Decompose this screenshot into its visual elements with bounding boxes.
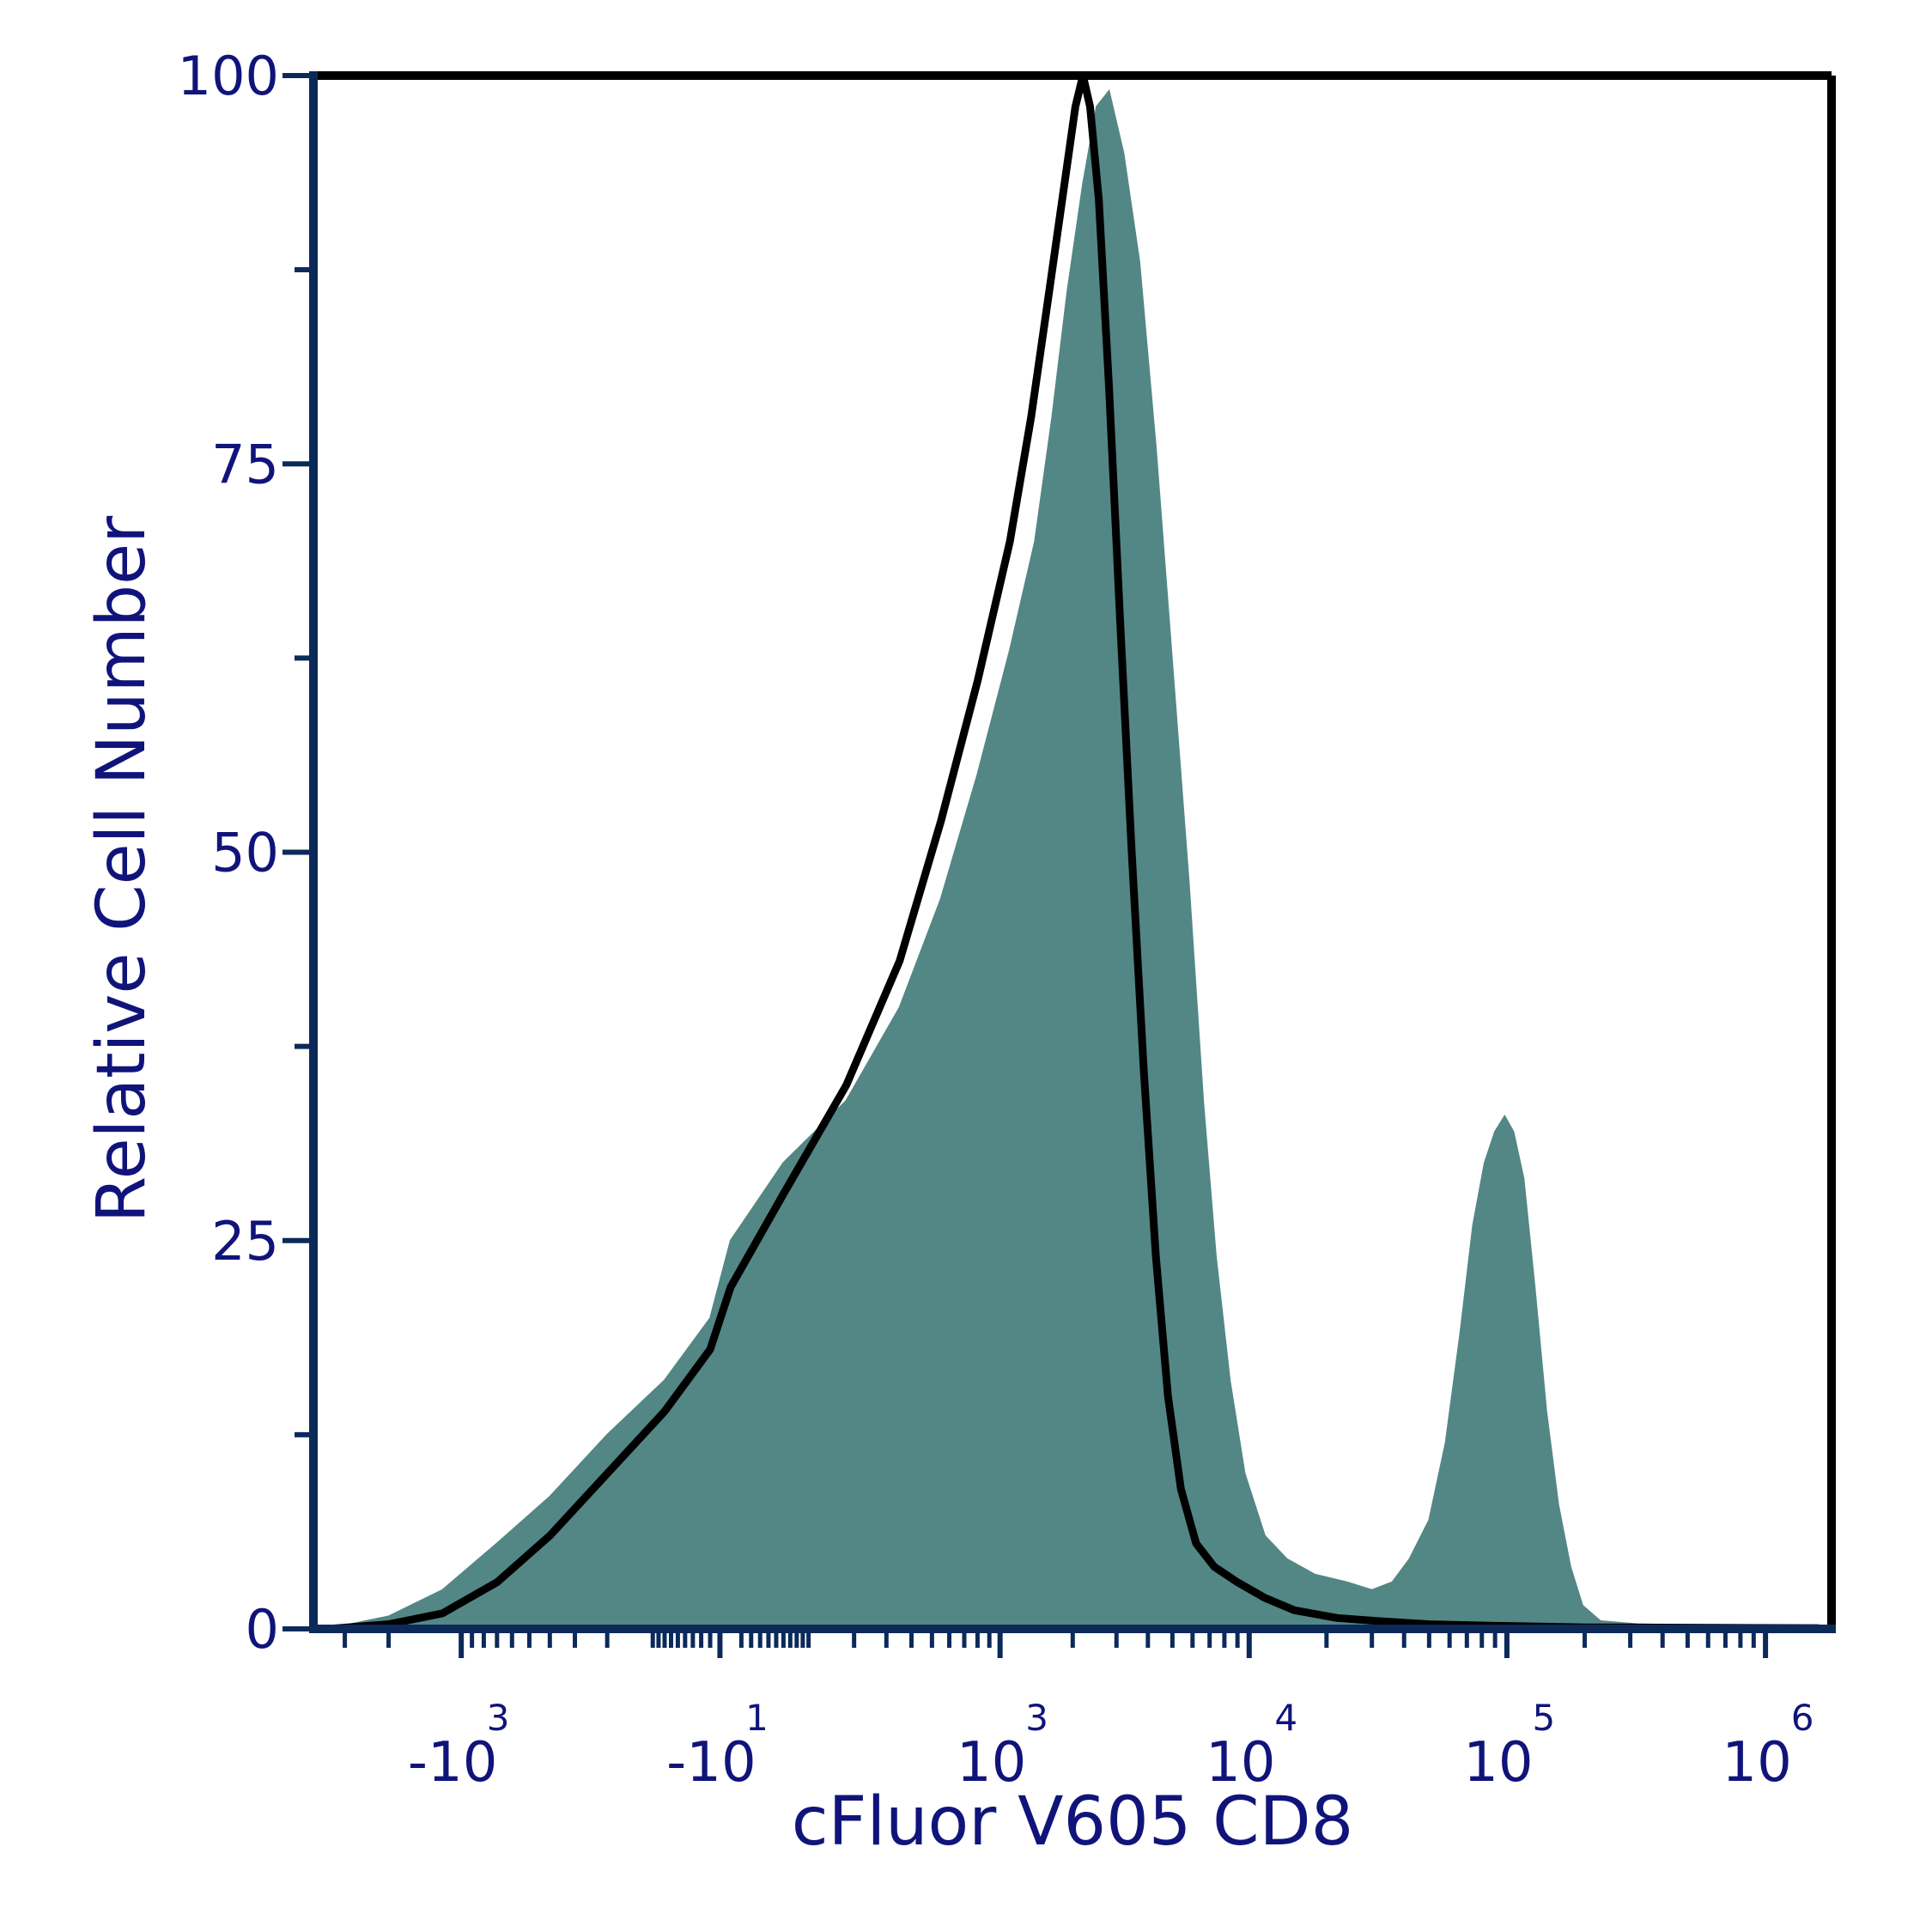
y-tick-label: 25 (211, 1210, 279, 1273)
y-tick-label: 100 (178, 45, 279, 107)
x-tick-exponent: 3 (487, 1697, 510, 1739)
x-tick-exponent: 4 (1274, 1697, 1297, 1739)
filled-histogram-series (327, 88, 1820, 1630)
y-tick-label: 0 (246, 1598, 279, 1661)
y-tick-label: 75 (211, 433, 279, 495)
y-axis-title: Relative Cell Number (83, 515, 161, 1223)
outline-histogram-series (324, 71, 1823, 1633)
y-tick-label: 50 (211, 822, 279, 884)
x-tick-label: 10 (1463, 1731, 1533, 1795)
x-tick-label: -10 (408, 1731, 498, 1795)
x-tick-exponent: 5 (1533, 1697, 1556, 1739)
series-layer (324, 71, 1823, 1633)
x-tick-exponent: 1 (745, 1697, 769, 1739)
y-axis: 0 25 50 75 100 (178, 45, 313, 1661)
x-tick-label: -10 (666, 1731, 756, 1795)
x-tick-exponent: 6 (1791, 1697, 1814, 1739)
x-tick-label: 10 (1722, 1731, 1791, 1795)
x-axis-title: cFluor V605 CD8 (792, 1783, 1354, 1861)
x-tick-label: 10 (957, 1731, 1026, 1795)
x-tick-exponent: 3 (1025, 1697, 1048, 1739)
x-tick-label: 10 (1206, 1731, 1275, 1795)
